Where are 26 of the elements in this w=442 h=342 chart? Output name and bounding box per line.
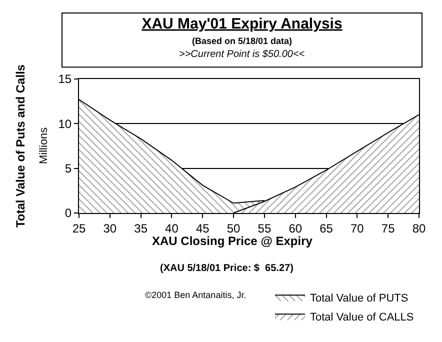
x-tick-label: 80 — [412, 221, 426, 236]
y-axis-title: Total Value of Puts and Calls — [14, 64, 28, 228]
legend-label: Total Value of CALLS — [310, 311, 414, 324]
x-tick-label: 75 — [381, 221, 396, 236]
y-tick-label: 0 — [64, 206, 72, 220]
x-tick-label: 35 — [134, 221, 148, 236]
chart-subtitle: (Based on 5/18/01 data) — [192, 36, 292, 46]
y-tick-label: 5 — [64, 162, 72, 176]
x-tick-label: 30 — [103, 221, 117, 236]
y-tick-label: 10 — [58, 116, 72, 131]
x-tick-label: 60 — [288, 221, 302, 236]
x-axis-title: XAU Closing Price @ Expiry — [152, 234, 313, 248]
chart-title: XAU May'01 Expiry Analysis — [142, 15, 342, 32]
x-tick-label: 25 — [72, 221, 86, 236]
text: (XAU 5/18/01 Price: $ 65.27) — [160, 263, 294, 274]
legend-label: Total Value of PUTS — [310, 292, 408, 304]
text: >>Current Point is $50.00<< — [179, 49, 305, 60]
y-tick-label: 15 — [58, 72, 72, 86]
text: Millions — [38, 126, 50, 164]
x-tick-label: 40 — [165, 221, 179, 236]
x-tick-label: 50 — [226, 221, 241, 236]
x-tick-label: 45 — [196, 221, 210, 236]
text: ©2001 Ben Antanaitis, Jr. — [145, 290, 246, 300]
x-tick-label: 70 — [350, 221, 364, 236]
x-tick-label: 55 — [258, 221, 272, 236]
x-tick-label: 65 — [320, 221, 334, 236]
